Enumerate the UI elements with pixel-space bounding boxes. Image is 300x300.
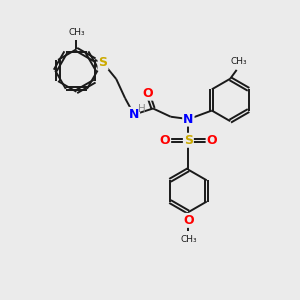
- Text: H: H: [138, 104, 146, 114]
- Text: O: O: [207, 134, 217, 147]
- Text: O: O: [183, 214, 194, 227]
- Text: S: S: [98, 56, 107, 69]
- Text: O: O: [160, 134, 170, 147]
- Text: CH₃: CH₃: [180, 235, 197, 244]
- Text: S: S: [184, 134, 193, 147]
- Text: CH₃: CH₃: [230, 57, 247, 66]
- Text: O: O: [142, 87, 153, 100]
- Text: CH₃: CH₃: [68, 28, 85, 37]
- Text: N: N: [183, 112, 194, 126]
- Text: N: N: [129, 108, 139, 121]
